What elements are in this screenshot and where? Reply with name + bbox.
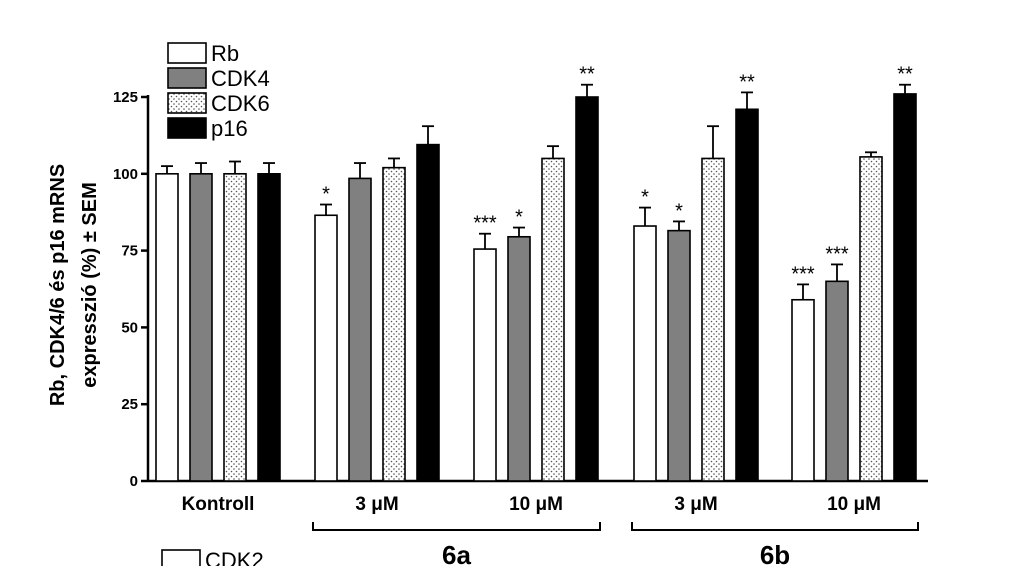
y-tick-label-75: 75 bbox=[121, 243, 138, 260]
bar-cdk6-1 bbox=[382, 166, 406, 482]
y-tick-label-25: 25 bbox=[121, 396, 138, 413]
legend-swatch-cdk2 bbox=[161, 549, 201, 566]
significance-cdk4-2: * bbox=[515, 207, 523, 229]
group-bracket-6b bbox=[631, 522, 919, 531]
significance-rb-1: * bbox=[322, 184, 330, 206]
significance-rb-2: *** bbox=[473, 213, 497, 235]
bar-rb-1 bbox=[314, 214, 338, 482]
significance-rb-3: * bbox=[641, 187, 649, 209]
bar-p16-1 bbox=[416, 143, 440, 482]
category-label-1: 3 μM bbox=[355, 494, 398, 515]
significance-p16-4: ** bbox=[897, 64, 913, 86]
legend-label-p16: p16 bbox=[211, 116, 248, 141]
bar-cdk4-0 bbox=[189, 173, 213, 482]
legend-label-rb: Rb bbox=[211, 41, 239, 66]
y-tick-label-50: 50 bbox=[121, 319, 138, 336]
legend-swatch-cdk4 bbox=[167, 67, 207, 89]
bar-cdk6-2 bbox=[541, 157, 565, 482]
category-label-4: 10 μM bbox=[827, 494, 881, 515]
bar-p16-3 bbox=[735, 108, 759, 482]
bar-cdk4-2 bbox=[507, 235, 531, 482]
y-tick-label-100: 100 bbox=[113, 166, 138, 183]
bar-cdk6-4 bbox=[859, 156, 883, 482]
y-axis-label-line2: expresszió (%) ± SEM bbox=[79, 182, 101, 387]
y-axis-label-line1: Rb, CDK4/6 és p16 mRNS bbox=[47, 164, 69, 406]
legend-swatch-cdk6 bbox=[167, 92, 207, 114]
group-label-6b: 6b bbox=[760, 540, 790, 566]
significance-p16-3: ** bbox=[739, 71, 755, 93]
group-bracket-6a bbox=[312, 522, 601, 531]
bar-cdk4-3 bbox=[667, 229, 691, 482]
bar-rb-4 bbox=[791, 298, 815, 482]
significance-p16-2: ** bbox=[579, 64, 595, 86]
bar-cdk4-1 bbox=[348, 177, 372, 482]
bar-cdk6-3 bbox=[701, 157, 725, 482]
significance-cdk4-3: * bbox=[675, 200, 683, 222]
legend-swatch-rb bbox=[167, 42, 207, 64]
legend-label-cdk2: CDK2 bbox=[205, 548, 264, 566]
category-label-2: 10 μM bbox=[509, 494, 563, 515]
bar-p16-2 bbox=[575, 96, 599, 482]
bar-rb-0 bbox=[155, 173, 179, 482]
bar-rb-2 bbox=[473, 248, 497, 482]
bar-cdk4-4 bbox=[825, 280, 849, 482]
labels: Rb, CDK4/6 és p16 mRNS expresszió (%) ± … bbox=[47, 164, 919, 566]
bar-p16-4 bbox=[893, 93, 917, 482]
group-label-6a: 6a bbox=[442, 540, 471, 566]
significance-rb-4: *** bbox=[791, 263, 815, 285]
legend-label-cdk6: CDK6 bbox=[211, 91, 270, 116]
bar-cdk6-0 bbox=[223, 173, 247, 482]
legend-label-cdk4: CDK4 bbox=[211, 66, 270, 91]
legend-swatch-p16 bbox=[167, 117, 207, 139]
y-tick-label-0: 0 bbox=[130, 473, 138, 490]
significance-cdk4-4: *** bbox=[825, 243, 849, 265]
bar-rb-3 bbox=[633, 225, 657, 482]
y-tick-label-125: 125 bbox=[113, 89, 138, 106]
category-label-3: 3 μM bbox=[674, 494, 717, 515]
bar-p16-0 bbox=[257, 173, 281, 482]
category-label-0: Kontroll bbox=[182, 494, 255, 515]
